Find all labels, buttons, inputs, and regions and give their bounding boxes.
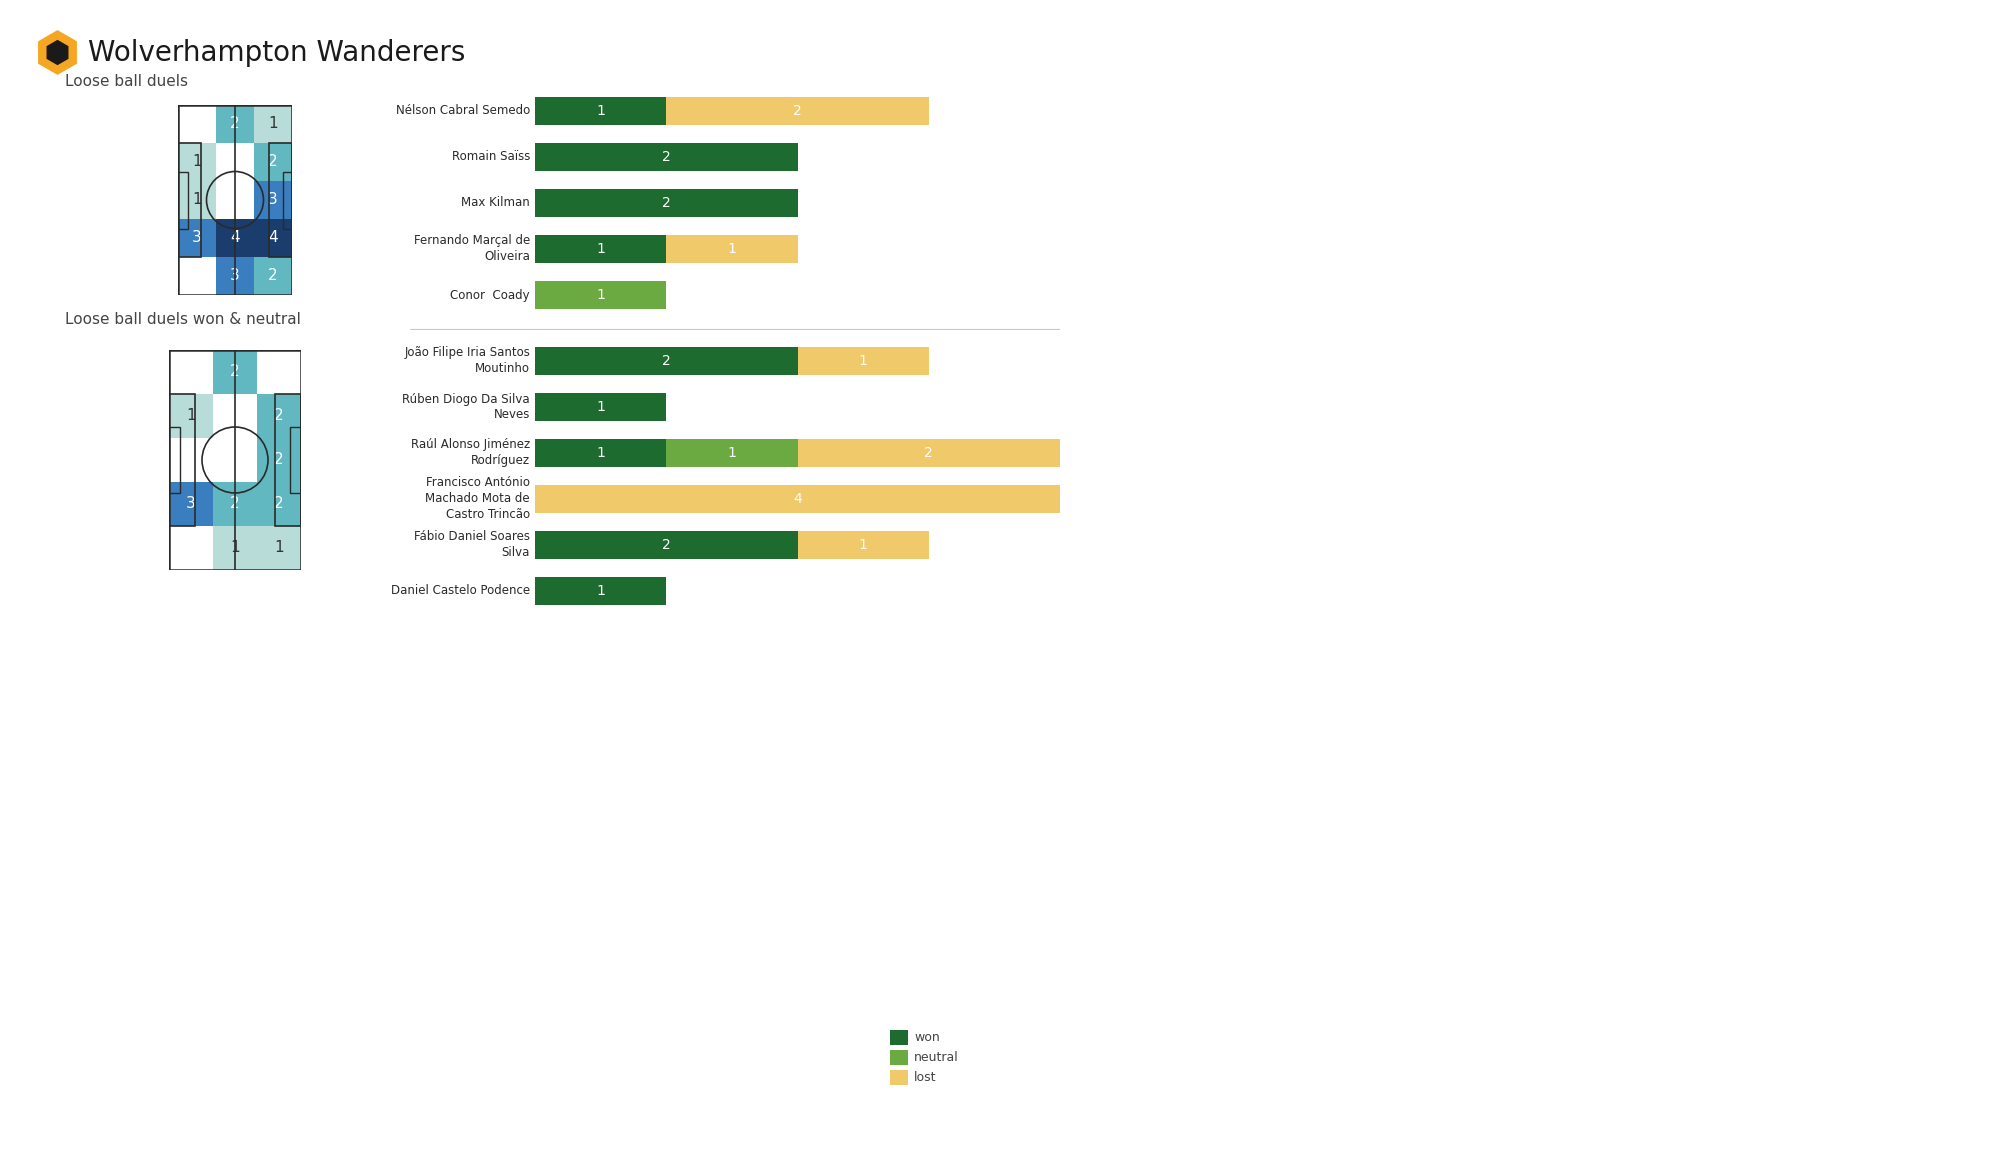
Bar: [212, 394, 256, 438]
Text: Max Kilman: Max Kilman: [462, 196, 530, 209]
Bar: [256, 482, 300, 526]
Text: 2: 2: [230, 364, 240, 380]
Bar: [168, 427, 180, 494]
Text: 2: 2: [924, 446, 934, 459]
Text: won: won: [914, 1030, 940, 1045]
Text: neutral: neutral: [914, 1050, 958, 1065]
Text: 3: 3: [230, 269, 240, 283]
Text: 1: 1: [596, 242, 606, 256]
Bar: [178, 181, 216, 219]
Text: Fábio Daniel Soares
Silva: Fábio Daniel Soares Silva: [414, 530, 530, 559]
Bar: [254, 219, 292, 257]
Text: 1: 1: [192, 193, 202, 208]
Bar: [282, 172, 292, 228]
Bar: [254, 143, 292, 181]
Bar: [256, 394, 300, 438]
Bar: [178, 257, 216, 295]
Text: 1: 1: [728, 446, 736, 459]
Text: Francisco António
Machado Mota de
Castro Trincão: Francisco António Machado Mota de Castro…: [426, 477, 530, 522]
Text: 2: 2: [268, 269, 278, 283]
Polygon shape: [38, 31, 76, 74]
Text: 1: 1: [728, 242, 736, 256]
Text: Loose ball duels won & neutral: Loose ball duels won & neutral: [64, 311, 300, 327]
Bar: [216, 181, 254, 219]
Text: Wolverhampton Wanderers: Wolverhampton Wanderers: [88, 40, 466, 67]
Bar: [274, 394, 302, 526]
Bar: [168, 394, 196, 526]
Text: 2: 2: [230, 116, 240, 132]
Bar: [178, 172, 188, 228]
Text: 2: 2: [662, 538, 670, 552]
Text: Daniel Castelo Podence: Daniel Castelo Podence: [390, 584, 530, 598]
Text: 4: 4: [794, 492, 802, 506]
Bar: [256, 526, 300, 570]
Bar: [212, 438, 256, 482]
Text: Rúben Diogo Da Silva
Neves: Rúben Diogo Da Silva Neves: [402, 392, 530, 422]
Text: 1: 1: [858, 538, 868, 552]
Text: Fernando Marçal de
Oliveira: Fernando Marçal de Oliveira: [414, 235, 530, 263]
Bar: [216, 257, 254, 295]
Bar: [254, 181, 292, 219]
Bar: [168, 482, 212, 526]
Bar: [254, 105, 292, 143]
Text: João Filipe Iria Santos
Moutinho: João Filipe Iria Santos Moutinho: [404, 347, 530, 376]
Bar: [256, 438, 300, 482]
Text: 2: 2: [274, 409, 284, 423]
Bar: [178, 105, 216, 143]
Text: Loose ball duels: Loose ball duels: [64, 74, 188, 88]
Bar: [168, 350, 212, 394]
Text: 1: 1: [596, 400, 606, 414]
Text: 2: 2: [274, 497, 284, 511]
Bar: [290, 427, 302, 494]
Bar: [212, 482, 256, 526]
Bar: [168, 526, 212, 570]
Text: 2: 2: [268, 154, 278, 169]
Text: lost: lost: [914, 1070, 936, 1085]
Text: 1: 1: [596, 288, 606, 302]
Text: 1: 1: [230, 540, 240, 556]
Text: 3: 3: [192, 230, 202, 246]
Text: Nélson Cabral Semedo: Nélson Cabral Semedo: [396, 105, 530, 118]
Text: 1: 1: [192, 154, 202, 169]
Text: 2: 2: [274, 452, 284, 468]
Text: 1: 1: [268, 116, 278, 132]
Bar: [178, 143, 200, 257]
Bar: [178, 143, 216, 181]
Bar: [212, 350, 256, 394]
Bar: [270, 143, 292, 257]
Bar: [168, 438, 212, 482]
Polygon shape: [48, 41, 68, 65]
Bar: [216, 219, 254, 257]
Text: Conor  Coady: Conor Coady: [450, 289, 530, 302]
Text: 2: 2: [662, 150, 670, 165]
Text: 2: 2: [230, 497, 240, 511]
Text: 4: 4: [230, 230, 240, 246]
Bar: [216, 105, 254, 143]
Text: 2: 2: [794, 105, 802, 118]
Bar: [178, 219, 216, 257]
Bar: [216, 143, 254, 181]
Text: 2: 2: [662, 196, 670, 210]
Text: 1: 1: [596, 446, 606, 459]
Text: 3: 3: [268, 193, 278, 208]
Text: Raúl Alonso Jiménez
Rodríguez: Raúl Alonso Jiménez Rodríguez: [410, 438, 530, 468]
Bar: [168, 394, 212, 438]
Text: Romain Saïss: Romain Saïss: [452, 150, 530, 163]
Text: 3: 3: [186, 497, 196, 511]
Text: 1: 1: [596, 105, 606, 118]
Text: 1: 1: [596, 584, 606, 598]
Bar: [256, 350, 300, 394]
Text: 1: 1: [274, 540, 284, 556]
Bar: [212, 526, 256, 570]
Text: 2: 2: [662, 354, 670, 368]
Text: 1: 1: [858, 354, 868, 368]
Text: 1: 1: [186, 409, 196, 423]
Bar: [254, 257, 292, 295]
Text: 4: 4: [268, 230, 278, 246]
